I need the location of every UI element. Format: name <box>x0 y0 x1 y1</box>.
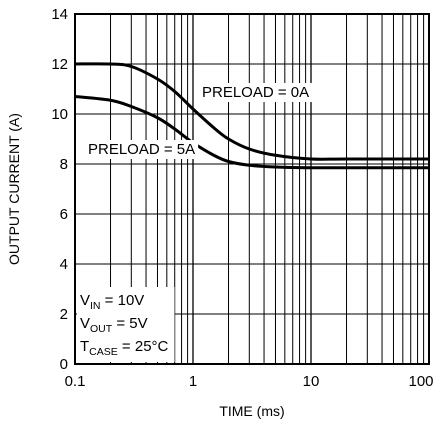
y-tick-label: 0 <box>60 356 68 373</box>
series-label-bg-preload-5a <box>85 140 199 159</box>
y-tick-label: 14 <box>51 6 68 23</box>
x-tick-label: 100 <box>408 373 433 390</box>
minor-gridlines <box>110 14 425 364</box>
y-tick-label: 10 <box>51 106 68 123</box>
series-label-preload-5a: PRELOAD = 5A <box>88 141 195 158</box>
series-lines <box>74 62 429 170</box>
x-axis-title: TIME (ms) <box>219 403 284 419</box>
condition-line: VOUT = 5V <box>80 315 148 335</box>
condition-line: VIN = 10V <box>80 292 144 312</box>
x-tick-labels: 0.1 1 10 100 <box>65 373 434 390</box>
y-tick-label: 4 <box>60 256 68 273</box>
x-tick-label: 0.1 <box>65 373 86 390</box>
plot-frame <box>74 13 430 365</box>
y-tick-label: 12 <box>51 56 68 73</box>
y-tick-labels: 0 2 4 6 8 10 12 14 <box>51 6 68 373</box>
x-tick-label: 1 <box>189 373 197 390</box>
series-line <box>74 62 429 161</box>
y-tick-label: 6 <box>60 206 68 223</box>
y-tick-label: 8 <box>60 156 68 173</box>
x-tick-label: 10 <box>303 373 320 390</box>
series-line <box>74 95 429 170</box>
series-label-preload-0a: PRELOAD = 0A <box>202 84 309 101</box>
y-tick-label: 2 <box>60 306 68 323</box>
series-label-bg-preload-0a <box>199 83 313 102</box>
y-axis-title: OUTPUT CURRENT (A) <box>6 113 22 265</box>
condition-line: TCASE = 25°C <box>80 338 169 358</box>
test-conditions: VIN = 10V VOUT = 5V TCASE = 25°C <box>80 292 169 358</box>
conditions-box <box>77 287 175 362</box>
